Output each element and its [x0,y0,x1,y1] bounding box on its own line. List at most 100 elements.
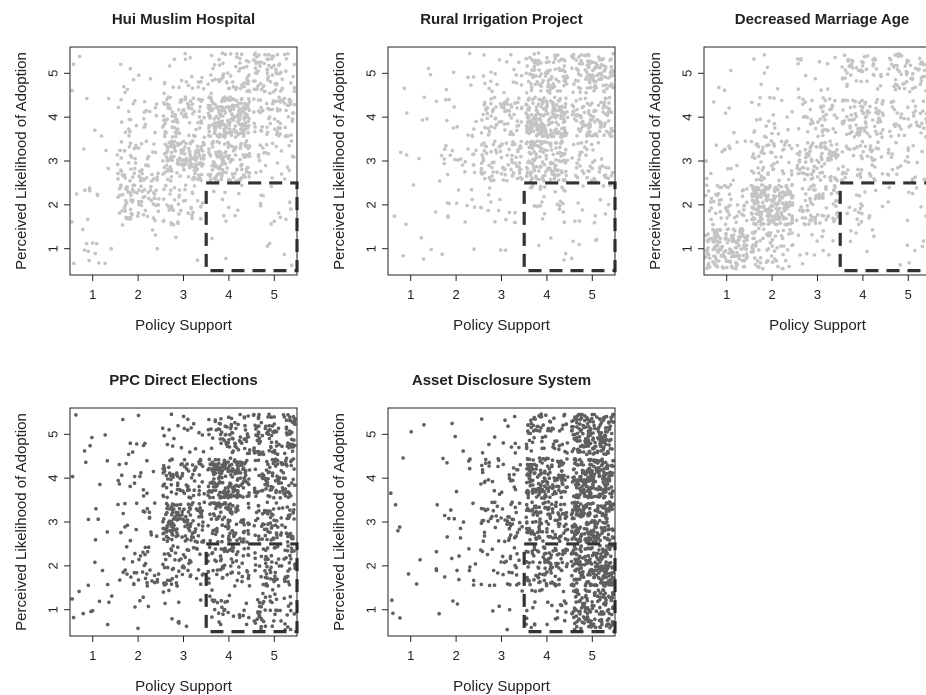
data-point [188,450,192,454]
data-point [210,145,215,149]
data-point [197,430,201,435]
data-point [163,601,167,606]
data-point [103,261,107,266]
data-point [175,584,179,588]
data-point [288,508,292,512]
data-point [147,510,152,514]
data-point [116,177,120,181]
data-point [762,193,767,197]
data-point [520,524,524,529]
data-point [555,173,559,178]
data-point [572,82,576,86]
data-point [151,150,155,154]
data-point [285,165,290,169]
data-point [282,415,287,419]
data-point [225,549,230,554]
y-axis-label: Perceived Likelihood of Adoption [13,413,30,631]
data-point [821,96,826,100]
data-point [275,71,279,76]
data-point [164,534,169,539]
data-point [189,140,193,144]
data-point [218,554,223,558]
data-point [236,133,240,137]
data-point [200,528,205,532]
data-point [162,552,167,556]
data-point [208,481,212,485]
data-point [209,96,213,100]
data-point [854,123,858,127]
data-point [880,204,885,209]
data-point [863,144,868,149]
data-point [237,571,241,575]
data-point [182,426,187,431]
data-point [907,261,911,265]
data-point [136,211,141,215]
data-point [845,82,849,87]
data-point [542,195,546,199]
data-point [137,146,141,150]
data-point [709,196,714,201]
data-point [137,174,141,178]
data-point [220,51,225,55]
data-point [840,65,844,69]
data-point [556,151,561,156]
data-point [94,241,99,246]
data-point [595,73,599,78]
data-point [237,565,241,569]
data-point [878,84,883,88]
data-point [564,96,568,100]
data-point [291,510,295,515]
data-point [105,582,110,587]
data-point [268,570,273,575]
data-point [140,570,145,574]
data-point [915,160,919,165]
data-point [777,206,782,211]
data-point [220,108,224,113]
data-point [706,189,711,193]
data-point [843,76,847,80]
data-point [272,219,277,223]
data-point [584,77,588,81]
data-point [88,443,92,448]
data-point [519,73,524,78]
data-point [175,120,180,125]
data-point [82,248,87,252]
data-point [166,158,170,162]
data-point [531,560,535,564]
data-point [530,68,534,72]
data-point [447,516,451,521]
data-point [581,184,585,188]
data-point [184,514,188,519]
data-point [538,187,542,192]
data-point [277,95,281,100]
data-point [182,167,186,172]
data-point [234,64,238,69]
data-point [202,500,207,505]
data-point [171,85,175,89]
data-point [876,120,881,125]
data-point [465,203,469,208]
data-point [245,494,249,499]
data-point [467,51,472,56]
data-point [273,523,278,527]
data-point [177,569,181,573]
data-point [279,89,283,93]
data-point [211,101,215,106]
data-point [169,412,174,417]
data-point [138,474,142,479]
data-point [411,183,416,187]
data-point [487,175,492,180]
data-point [280,86,285,91]
data-point [223,501,228,505]
data-point [519,106,524,111]
data-point [606,166,611,170]
data-point [126,161,131,165]
data-point [247,108,252,113]
data-point [145,584,150,588]
data-point [879,155,884,159]
data-point [590,134,594,138]
data-point [513,101,517,105]
data-point [206,523,210,528]
data-point [580,105,585,110]
data-point [712,254,716,258]
